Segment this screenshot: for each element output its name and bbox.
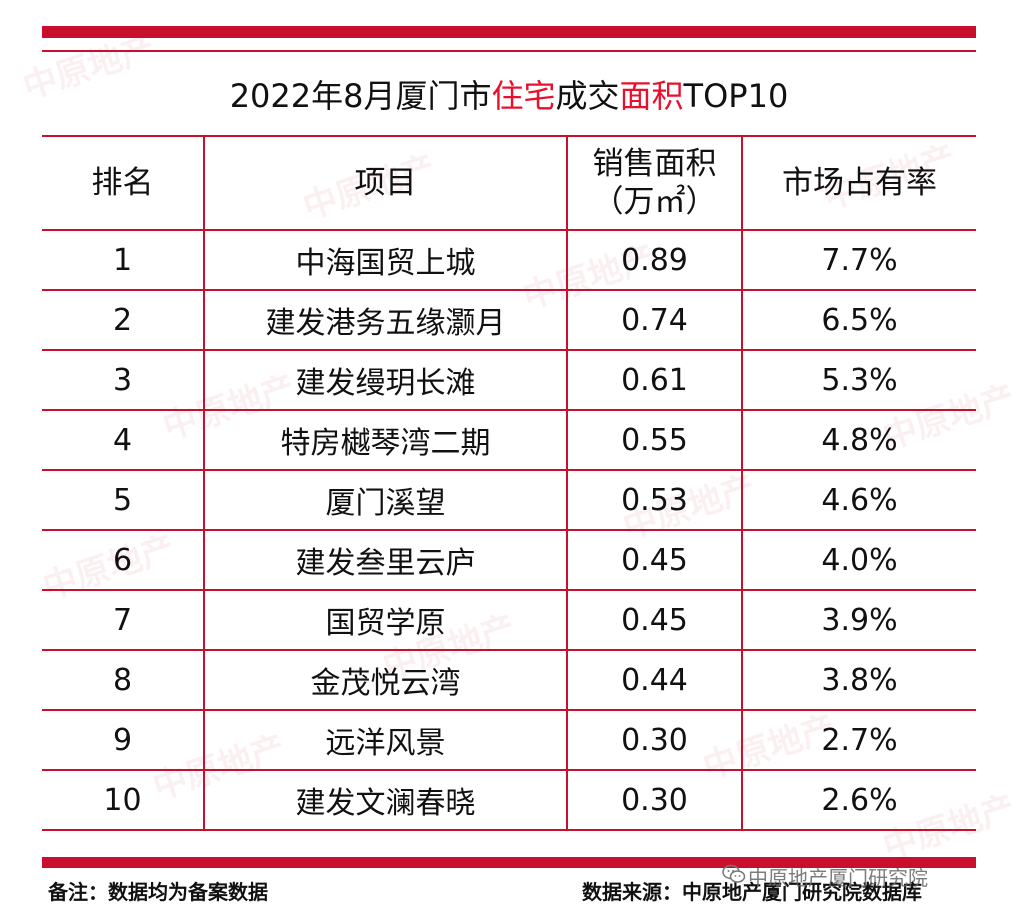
cell-project: 厦门溪望 bbox=[203, 469, 568, 531]
cell-project: 特房樾琴湾二期 bbox=[203, 409, 568, 471]
cell-share: 3.8% bbox=[741, 649, 976, 711]
header-area-line1: 销售面积 bbox=[592, 146, 717, 182]
cell-area: 0.30 bbox=[566, 769, 743, 831]
footer-red-bar bbox=[42, 857, 976, 868]
header-area-line2: （万㎡） bbox=[592, 184, 717, 220]
cell-rank: 3 bbox=[42, 349, 205, 411]
cell-project: 建发叁里云庐 bbox=[203, 529, 568, 591]
table-row: 3 建发缦玥长滩 0.61 5.3% bbox=[42, 349, 976, 411]
cell-rank: 9 bbox=[42, 709, 205, 771]
table-row: 2 建发港务五缘灏月 0.74 6.5% bbox=[42, 289, 976, 351]
cell-area: 0.74 bbox=[566, 289, 743, 351]
table-row: 10 建发文澜春晓 0.30 2.6% bbox=[42, 769, 976, 831]
cell-area: 0.89 bbox=[566, 229, 743, 291]
cell-rank: 1 bbox=[42, 229, 205, 291]
cell-rank: 5 bbox=[42, 469, 205, 531]
table-header-row: 排名 项目 销售面积 （万㎡） 市场占有率 bbox=[42, 135, 976, 231]
title-mid: 成交 bbox=[555, 77, 620, 115]
cell-share: 4.6% bbox=[741, 469, 976, 531]
cell-project: 建发港务五缘灏月 bbox=[203, 289, 568, 351]
cell-share: 5.3% bbox=[741, 349, 976, 411]
table-row: 9 远洋风景 0.30 2.7% bbox=[42, 709, 976, 771]
cell-project: 建发缦玥长滩 bbox=[203, 349, 568, 411]
cell-area: 0.44 bbox=[566, 649, 743, 711]
table-row: 7 国贸学原 0.45 3.9% bbox=[42, 589, 976, 651]
header-divider bbox=[42, 50, 976, 52]
cell-share: 4.0% bbox=[741, 529, 976, 591]
cell-rank: 2 bbox=[42, 289, 205, 351]
account-credit: 中原地产厦门研究院 bbox=[748, 866, 928, 890]
cell-rank: 8 bbox=[42, 649, 205, 711]
cell-area: 0.55 bbox=[566, 409, 743, 471]
table-row: 1 中海国贸上城 0.89 7.7% bbox=[42, 229, 976, 291]
table-row: 6 建发叁里云庐 0.45 4.0% bbox=[42, 529, 976, 591]
title-prefix: 2022年8月厦门市 bbox=[229, 77, 492, 115]
header-red-bar bbox=[42, 26, 976, 38]
cell-project: 中海国贸上城 bbox=[203, 229, 568, 291]
cell-share: 3.9% bbox=[741, 589, 976, 651]
footer-note: 备注：数据均为备案数据 bbox=[48, 880, 268, 904]
footer-source: 数据来源：中原地产厦门研究院数据库 bbox=[582, 880, 922, 904]
cell-rank: 10 bbox=[42, 769, 205, 831]
cell-share: 2.6% bbox=[741, 769, 976, 831]
cell-rank: 4 bbox=[42, 409, 205, 471]
title-highlight-residential: 住宅 bbox=[491, 77, 556, 115]
cell-share: 6.5% bbox=[741, 289, 976, 351]
header-share: 市场占有率 bbox=[741, 135, 976, 231]
header-project: 项目 bbox=[203, 135, 568, 231]
table-row: 5 厦门溪望 0.53 4.6% bbox=[42, 469, 976, 531]
cell-area: 0.53 bbox=[566, 469, 743, 531]
table-row: 4 特房樾琴湾二期 0.55 4.8% bbox=[42, 409, 976, 471]
title-highlight-area: 面积 bbox=[619, 77, 684, 115]
cell-project: 国贸学原 bbox=[203, 589, 568, 651]
cell-area: 0.45 bbox=[566, 529, 743, 591]
cell-area: 0.30 bbox=[566, 709, 743, 771]
cell-share: 2.7% bbox=[741, 709, 976, 771]
cell-project: 远洋风景 bbox=[203, 709, 568, 771]
cell-project: 建发文澜春晓 bbox=[203, 769, 568, 831]
cell-area: 0.61 bbox=[566, 349, 743, 411]
cell-area: 0.45 bbox=[566, 589, 743, 651]
table-row: 8 金茂悦云湾 0.44 3.8% bbox=[42, 649, 976, 711]
cell-share: 7.7% bbox=[741, 229, 976, 291]
header-area: 销售面积 （万㎡） bbox=[566, 135, 743, 231]
page-title: 2022年8月厦门市住宅成交面积TOP10 bbox=[42, 74, 976, 118]
wechat-icon bbox=[722, 864, 746, 883]
ranking-table-container: 排名 项目 销售面积 （万㎡） 市场占有率 1 中海国贸上城 0.89 7.7% … bbox=[42, 135, 976, 831]
cell-project: 金茂悦云湾 bbox=[203, 649, 568, 711]
title-suffix: TOP10 bbox=[683, 77, 789, 115]
ranking-table: 排名 项目 销售面积 （万㎡） 市场占有率 1 中海国贸上城 0.89 7.7% … bbox=[42, 135, 976, 831]
header-rank: 排名 bbox=[42, 135, 205, 231]
cell-rank: 7 bbox=[42, 589, 205, 651]
cell-share: 4.8% bbox=[741, 409, 976, 471]
cell-rank: 6 bbox=[42, 529, 205, 591]
